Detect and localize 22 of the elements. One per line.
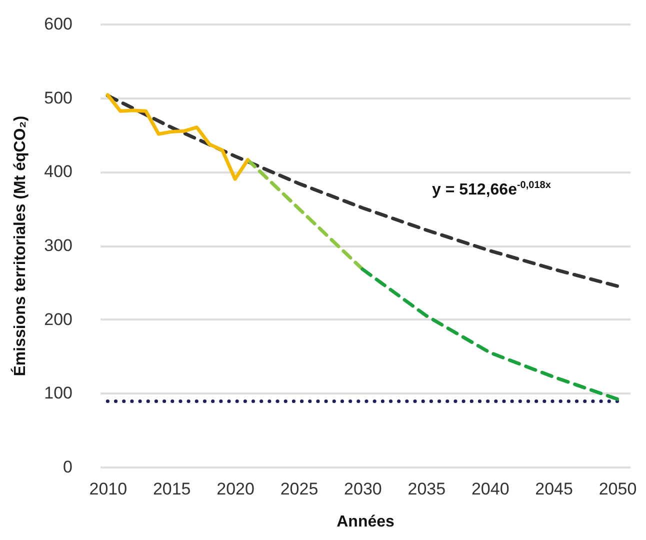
x-tick-label: 2045 [535, 480, 573, 498]
x-tick-label: 2015 [152, 480, 191, 498]
y-tick-label: 600 [44, 14, 72, 34]
x-axis-title: Années [336, 514, 394, 530]
y-axis-title: Émissions territoriales (Mt éqCO₂) [10, 116, 30, 376]
y-tick-label: 500 [44, 88, 72, 108]
line-series [360, 267, 620, 401]
y-tick-label: 100 [44, 384, 72, 403]
x-tick-label: 2025 [280, 480, 318, 498]
annotation: y = 512,66e$^{-0,018x}$ [432, 180, 551, 200]
y-tick-label: 0 [63, 458, 72, 476]
y-tick-label: 300 [44, 236, 72, 255]
x-tick-label: 2050 [598, 480, 637, 498]
y-tick-label: 200 [44, 310, 72, 329]
x-tick-label: 2040 [471, 480, 510, 498]
x-tick-label: 2020 [216, 480, 254, 498]
line-series [106, 94, 620, 288]
x-tick-label: 2035 [408, 480, 446, 498]
line-series [106, 93, 250, 181]
y-tick-label: 400 [44, 162, 72, 182]
x-tick-label: 2030 [344, 480, 382, 498]
x-tick-label: 2010 [89, 480, 128, 498]
